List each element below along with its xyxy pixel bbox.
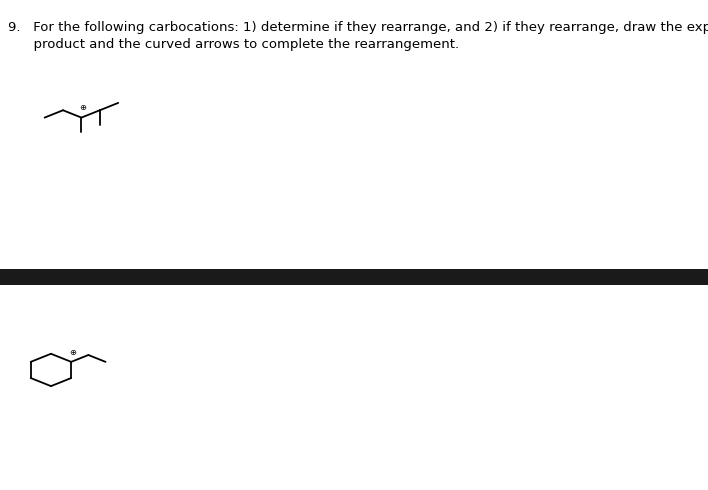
Text: 9.   For the following carbocations: 1) determine if they rearrange, and 2) if t: 9. For the following carbocations: 1) de…: [8, 21, 708, 50]
Text: ⊕: ⊕: [79, 103, 86, 112]
Bar: [0, 269, 708, 285]
Text: ⊕: ⊕: [69, 348, 76, 357]
